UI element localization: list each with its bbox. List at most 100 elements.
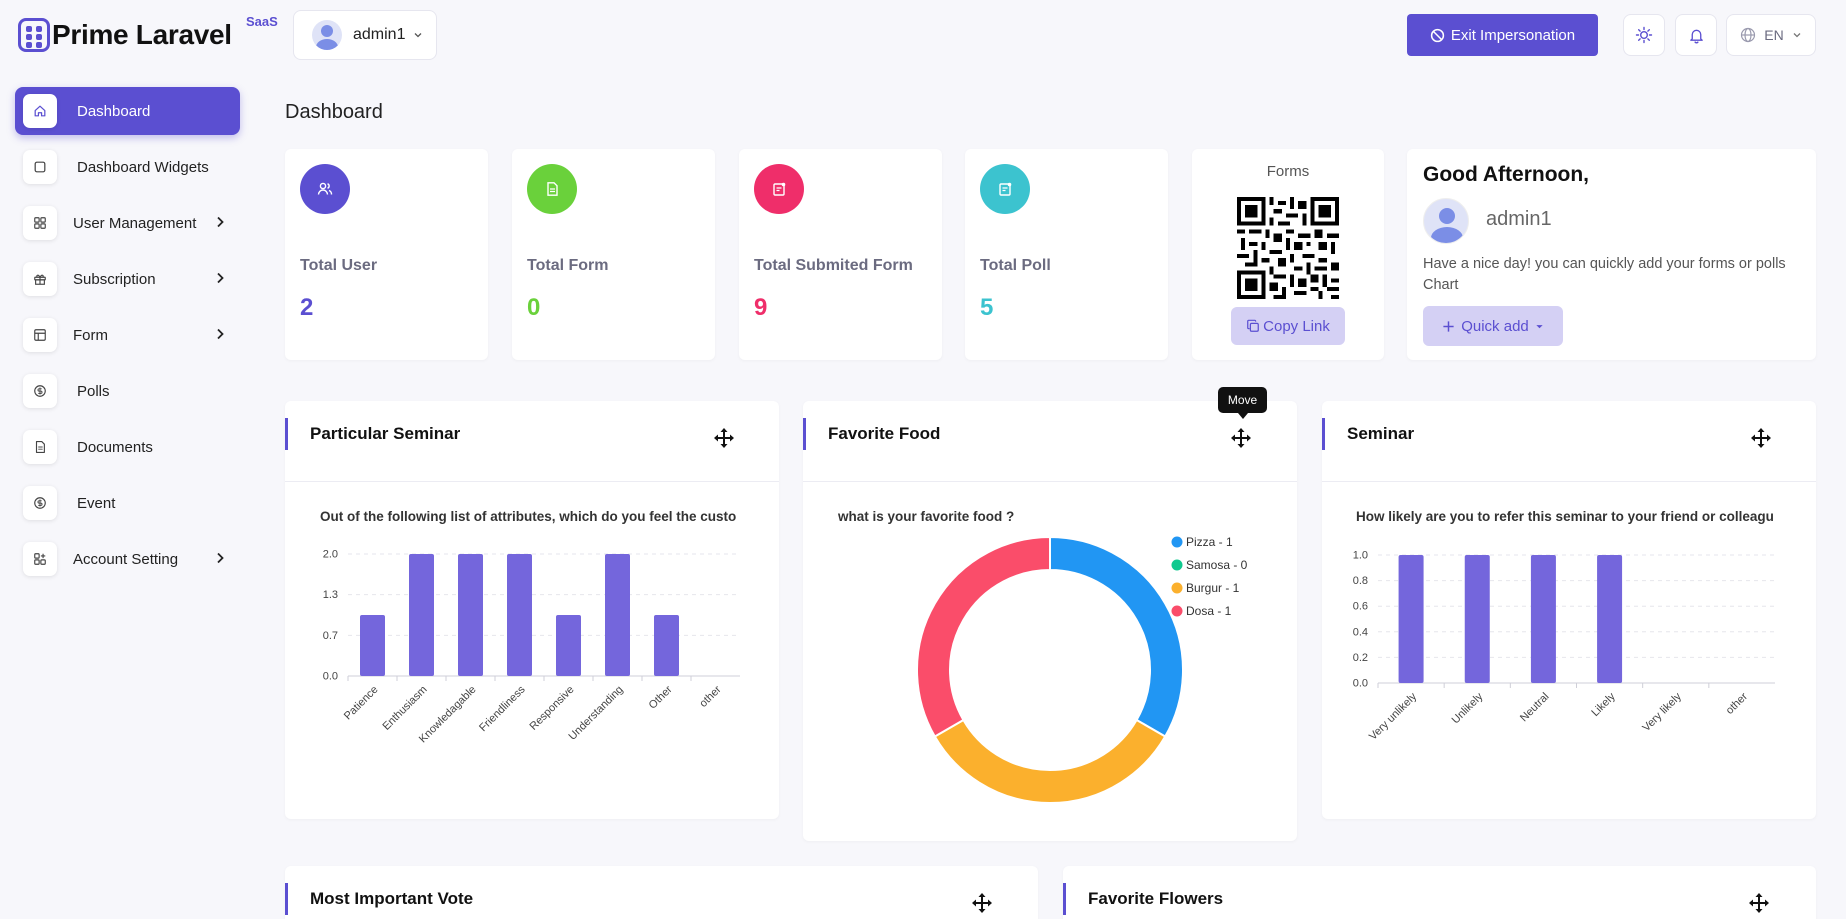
legend-label: Samosa - 0: [1186, 558, 1248, 572]
chevron-right-icon: [217, 552, 224, 564]
submitted-form-icon: [754, 164, 804, 214]
bar: [654, 615, 679, 676]
donut-chart: Pizza - 1 Samosa - 0 Burgur - 1 Dosa - 1: [916, 535, 1248, 804]
bar-chart: 0.0 0.2 0.4 0.6 0.8 1.0 Very unlikely Unlikely N…: [1353, 550, 1775, 743]
stat-label: Total Poll: [980, 257, 1051, 274]
poll-icon: [980, 164, 1030, 214]
chart-question: How likely are you to refer this seminar…: [1356, 509, 1774, 524]
x-tick-label: other: [1724, 690, 1750, 716]
greeting-name: admin1: [1486, 208, 1552, 230]
y-tick-label: 0.0: [1353, 678, 1368, 690]
stat-card-total-submitted-form: Total Submited Form 9: [739, 149, 942, 360]
stat-value: 5: [980, 294, 994, 321]
widget-divider: [1322, 481, 1816, 482]
avatar: [312, 20, 342, 50]
sidebar-item-label: Dashboard Widgets: [77, 158, 209, 176]
chevron-right-icon: [217, 216, 224, 228]
copy-link-button[interactable]: Copy Link: [1231, 307, 1345, 345]
sidebar-item-label: Polls: [77, 382, 110, 400]
forms-title: Forms: [1266, 163, 1310, 180]
x-tick-label: Neutral: [1518, 691, 1552, 725]
move-icon[interactable]: [972, 893, 992, 913]
bell-icon: [1689, 29, 1703, 43]
copy-icon: [1247, 319, 1260, 332]
legend-marker: [1171, 605, 1183, 617]
move-icon[interactable]: [1749, 893, 1769, 913]
widget-particular-seminar: Particular Seminar Out of the following …: [285, 401, 779, 819]
stat-card-total-poll: Total Poll 5: [965, 149, 1168, 360]
legend-marker: [1171, 582, 1183, 594]
greeting-message: Have a nice day! you can quickly add you…: [1423, 256, 1786, 293]
y-tick-label: 1.3: [323, 589, 338, 601]
home-icon: [23, 94, 57, 128]
quick-add-button[interactable]: Quick add: [1423, 306, 1563, 346]
notifications-button[interactable]: [1675, 14, 1717, 56]
top-header: Prime Laravel SaaS admin1 Exit Impersona…: [0, 0, 1846, 72]
user-switcher[interactable]: admin1: [293, 10, 437, 60]
move-icon[interactable]: [714, 428, 734, 448]
x-tick-label: Other: [647, 683, 675, 711]
theme-toggle-button[interactable]: [1623, 14, 1665, 56]
sidebar-item-label: Form: [73, 326, 108, 344]
chevron-down-icon: [1793, 33, 1801, 38]
coin-icon: [23, 486, 57, 520]
chevron-right-icon: [217, 272, 224, 284]
sidebar-item-dashboard[interactable]: Dashboard: [15, 87, 240, 135]
x-tick-label: Unlikely: [1450, 690, 1486, 726]
stat-card-total-user: Total User 2: [285, 149, 488, 360]
chevron-right-icon: [217, 328, 224, 340]
legend-label: Burgur - 1: [1186, 581, 1240, 595]
document-icon: [23, 430, 57, 464]
stat-value: 0: [527, 294, 541, 321]
sidebar-item-label: User Management: [73, 214, 197, 232]
sidebar-item-dashboard-widgets[interactable]: Dashboard Widgets: [15, 143, 240, 191]
x-tick-label: Enthusiasm: [380, 684, 429, 733]
x-tick-label: Responsive: [527, 684, 576, 733]
widget-divider: [285, 481, 779, 482]
chevron-down-icon: [415, 33, 422, 38]
sidebar-item-user-management[interactable]: User Management: [15, 199, 240, 247]
bar: [1597, 555, 1623, 683]
sidebar-item-label: Dashboard: [77, 102, 151, 120]
bar: [1464, 555, 1490, 683]
widget-favorite-food: Favorite Food what is your favorite food…: [803, 401, 1297, 841]
stat-card-total-form: Total Form 0: [512, 149, 715, 360]
qr-code: [1237, 197, 1339, 299]
sidebar-item-event[interactable]: Event: [15, 479, 240, 527]
x-tick-label: Likely: [1589, 690, 1618, 719]
exit-impersonation-button[interactable]: Exit Impersonation: [1407, 14, 1598, 56]
donut-slice: [933, 718, 1167, 804]
stat-label: Total User: [300, 257, 378, 274]
x-tick-label: Very unlikely: [1367, 690, 1420, 743]
logo-icon: [18, 18, 50, 52]
brand-logo[interactable]: Prime Laravel SaaS: [18, 14, 278, 52]
stat-label: Total Submited Form: [754, 257, 913, 274]
y-tick-label: 0.0: [323, 671, 338, 683]
greeting-card: Good Afternoon, admin1 Have a nice day! …: [1407, 149, 1816, 360]
page-title: Dashboard: [285, 101, 383, 123]
move-icon[interactable]: [1231, 428, 1251, 448]
y-tick-label: 2.0: [323, 549, 338, 561]
bar: [507, 554, 532, 676]
sidebar-item-account-setting[interactable]: Account Setting: [15, 535, 240, 583]
stat-value: 2: [300, 294, 314, 321]
sidebar-item-polls[interactable]: Polls: [15, 367, 240, 415]
bar: [458, 554, 483, 676]
language-selector[interactable]: EN: [1726, 14, 1816, 56]
users-icon: [300, 164, 350, 214]
x-tick-label: Patience: [342, 684, 381, 723]
move-icon[interactable]: [1751, 428, 1771, 448]
bar: [409, 554, 434, 676]
copy-link-label: Copy Link: [1263, 317, 1330, 335]
sidebar-item-subscription[interactable]: Subscription: [15, 255, 240, 303]
sidebar-item-documents[interactable]: Documents: [15, 423, 240, 471]
exit-label: Exit Impersonation: [1450, 26, 1576, 44]
move-tooltip: Move: [1218, 387, 1267, 419]
x-tick-label: other: [697, 683, 723, 709]
language-label: EN: [1764, 27, 1784, 43]
grid-icon: [23, 206, 57, 240]
gift-icon: [23, 262, 57, 296]
brand-name: Prime Laravel: [52, 19, 232, 50]
sidebar-item-label: Subscription: [73, 270, 156, 288]
sidebar-item-form[interactable]: Form: [15, 311, 240, 359]
